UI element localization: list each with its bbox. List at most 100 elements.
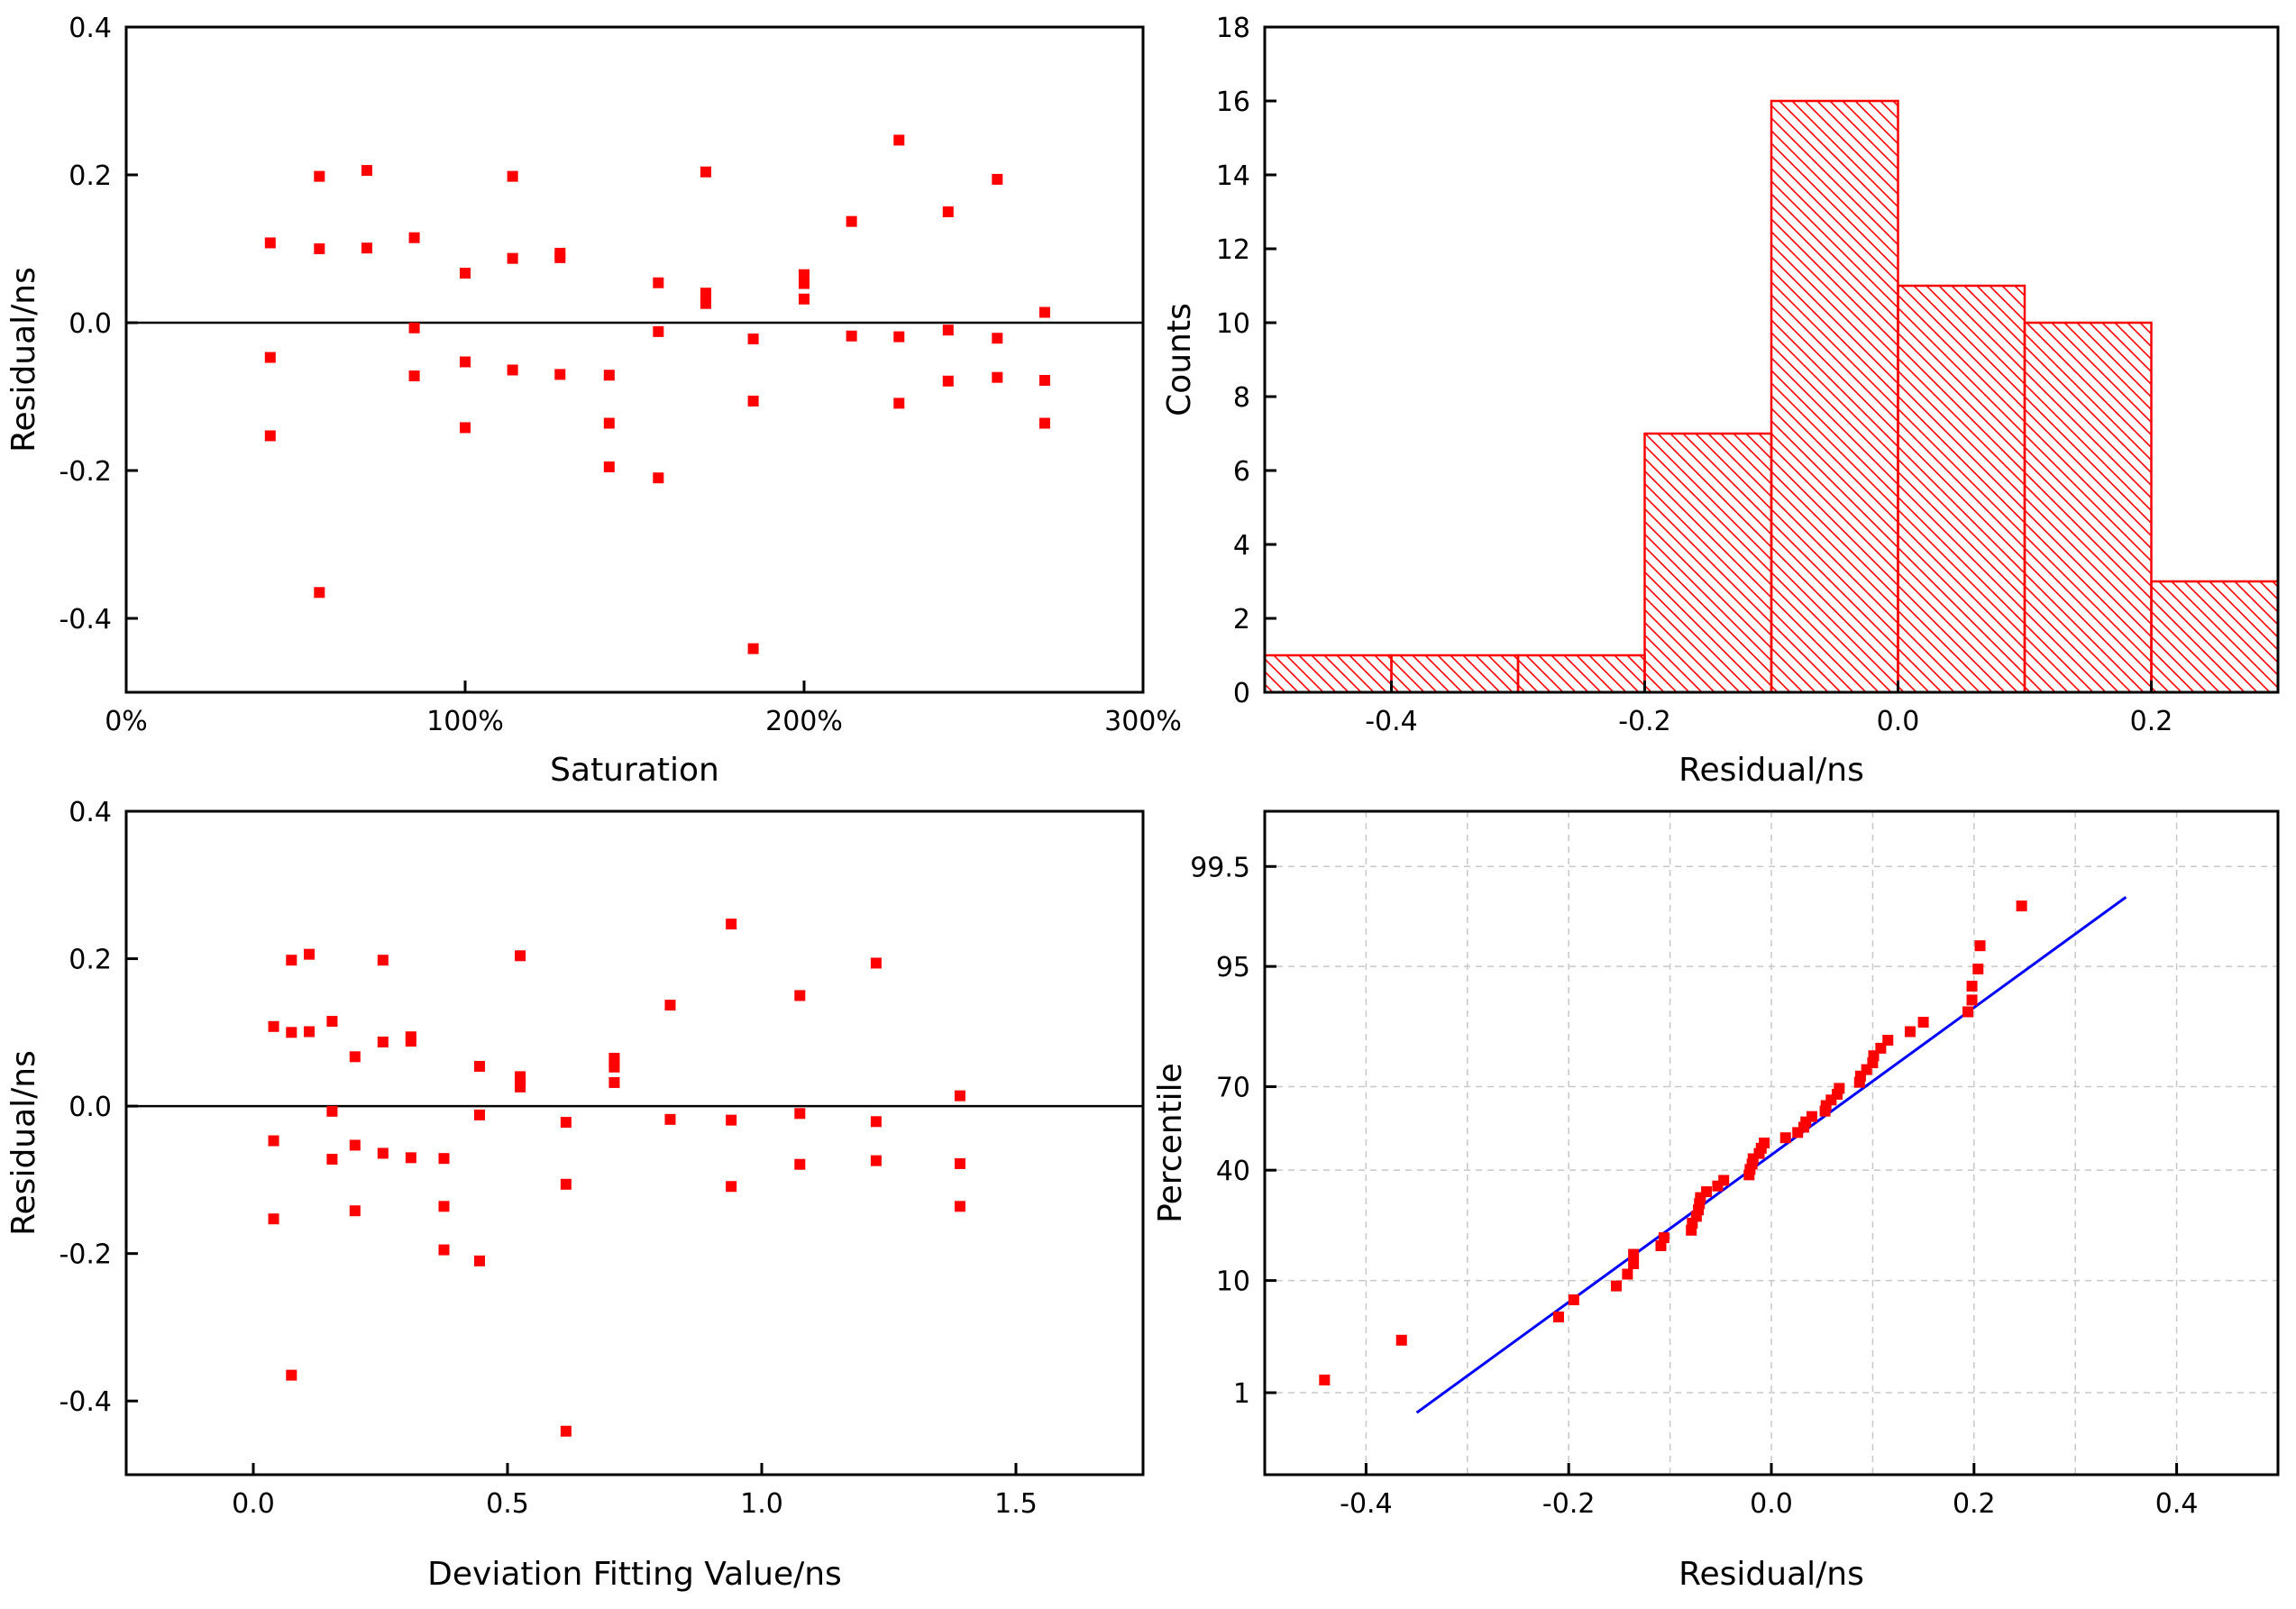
y-tick-label: -0.2	[59, 456, 112, 488]
data-point	[992, 333, 1003, 344]
y-tick-label: -0.4	[59, 604, 112, 635]
histogram-bar	[1516, 654, 1646, 694]
data-point	[608, 1076, 620, 1088]
y-tick-label: 14	[1216, 160, 1250, 192]
data-point	[1917, 1017, 1929, 1028]
data-point	[726, 1181, 737, 1193]
data-point	[314, 243, 325, 254]
data-point	[942, 325, 954, 336]
y-tick-label: 12	[1216, 234, 1250, 266]
data-point	[846, 330, 857, 342]
y-tick-label: 99.5	[1190, 852, 1250, 883]
data-point	[1759, 1138, 1770, 1148]
histogram-bar	[1643, 432, 1773, 694]
plot-frame	[124, 25, 1145, 694]
y-tick-label: 8	[1233, 382, 1250, 414]
x-axis-title: Deviation Fitting Value/ns	[427, 1556, 842, 1593]
y-tick-label: 95	[1216, 952, 1250, 983]
y-axis-title: Counts	[1161, 303, 1198, 416]
data-point	[1972, 963, 1984, 974]
y-tick-label: -0.4	[59, 1386, 112, 1418]
x-tick-label: 300%	[1104, 706, 1182, 737]
data-point	[264, 352, 276, 363]
x-axis-title: Residual/ns	[1679, 1556, 1864, 1593]
data-point	[942, 206, 954, 217]
data-point	[870, 1116, 882, 1128]
data-point	[1974, 940, 1986, 952]
data-point	[268, 1020, 279, 1032]
plot-frame	[1263, 25, 2280, 694]
data-point	[603, 417, 615, 429]
data-point	[515, 950, 526, 962]
data-point	[326, 1016, 338, 1028]
data-point	[893, 398, 905, 409]
y-tick-label: 16	[1216, 87, 1250, 118]
data-point	[653, 325, 664, 337]
y-tick-label: -0.2	[59, 1239, 112, 1271]
x-axis-title: Residual/ns	[1679, 752, 1864, 789]
data-point	[1319, 1374, 1331, 1385]
y-axis-title: Percentile	[1152, 1063, 1189, 1223]
data-point	[747, 643, 759, 654]
data-point	[377, 1036, 389, 1047]
data-point	[361, 165, 372, 177]
y-tick-label: 40	[1216, 1156, 1250, 1187]
y-axis-title: Residual/ns	[5, 267, 42, 453]
y-tick-label: 70	[1216, 1073, 1250, 1104]
data-point	[560, 1178, 572, 1190]
data-point	[314, 587, 325, 599]
x-axis-title: Saturation	[550, 752, 719, 789]
data-point	[653, 277, 664, 288]
data-point	[954, 1201, 965, 1212]
data-point	[349, 1051, 361, 1063]
x-tick-label: 0.0	[1877, 706, 1920, 737]
data-point	[893, 331, 905, 343]
histogram-bar	[1897, 284, 2026, 694]
x-tick-label: 0.0	[232, 1488, 275, 1520]
y-tick-label: 1	[1233, 1378, 1250, 1410]
histogram-bar	[2023, 321, 2153, 694]
data-point	[268, 1213, 279, 1225]
data-point	[954, 1157, 965, 1169]
data-point	[460, 356, 471, 368]
data-point	[507, 252, 518, 264]
data-point	[438, 1244, 450, 1256]
saturation-scatter-panel: 0% 100% 200% 300% -0.4 -0.2 0.0 0.2 0.4 Saturatio…	[5, 13, 1182, 789]
normal-fit-line	[1415, 896, 2127, 1414]
data-point	[326, 1153, 338, 1165]
data-point	[1962, 1006, 1974, 1018]
data-point	[377, 955, 389, 966]
data-point	[515, 1081, 526, 1092]
y-tick-label: 10	[1216, 1266, 1250, 1298]
data-point	[408, 322, 420, 334]
data-point	[846, 215, 857, 227]
data-point	[799, 293, 810, 305]
data-point	[794, 1158, 806, 1170]
y-tick-label: 2	[1233, 604, 1250, 635]
data-point	[1701, 1186, 1713, 1198]
x-tick-label: 1.5	[994, 1488, 1038, 1520]
x-tick-label: -0.4	[1340, 1488, 1393, 1520]
data-point	[264, 237, 276, 249]
data-point	[473, 1109, 485, 1120]
data-point	[726, 919, 737, 930]
data-point	[1622, 1268, 1633, 1280]
data-point	[405, 1036, 416, 1047]
data-point	[653, 472, 664, 484]
data-point	[747, 395, 759, 407]
y-tick-label: 0	[1233, 678, 1250, 709]
data-point	[942, 375, 954, 387]
data-point	[507, 170, 518, 182]
data-point	[726, 1114, 737, 1126]
data-point	[554, 251, 566, 263]
y-tick-label: 0.4	[69, 797, 112, 828]
data-point	[405, 1152, 416, 1164]
data-point	[1611, 1280, 1623, 1292]
x-tick-label: -0.2	[1618, 706, 1671, 737]
data-point	[1966, 980, 1978, 992]
histogram-bar	[1770, 99, 1899, 694]
y-tick-label: 18	[1216, 13, 1250, 44]
data-point	[1628, 1257, 1640, 1269]
data-point	[1904, 1026, 1916, 1038]
data-point	[438, 1153, 450, 1165]
